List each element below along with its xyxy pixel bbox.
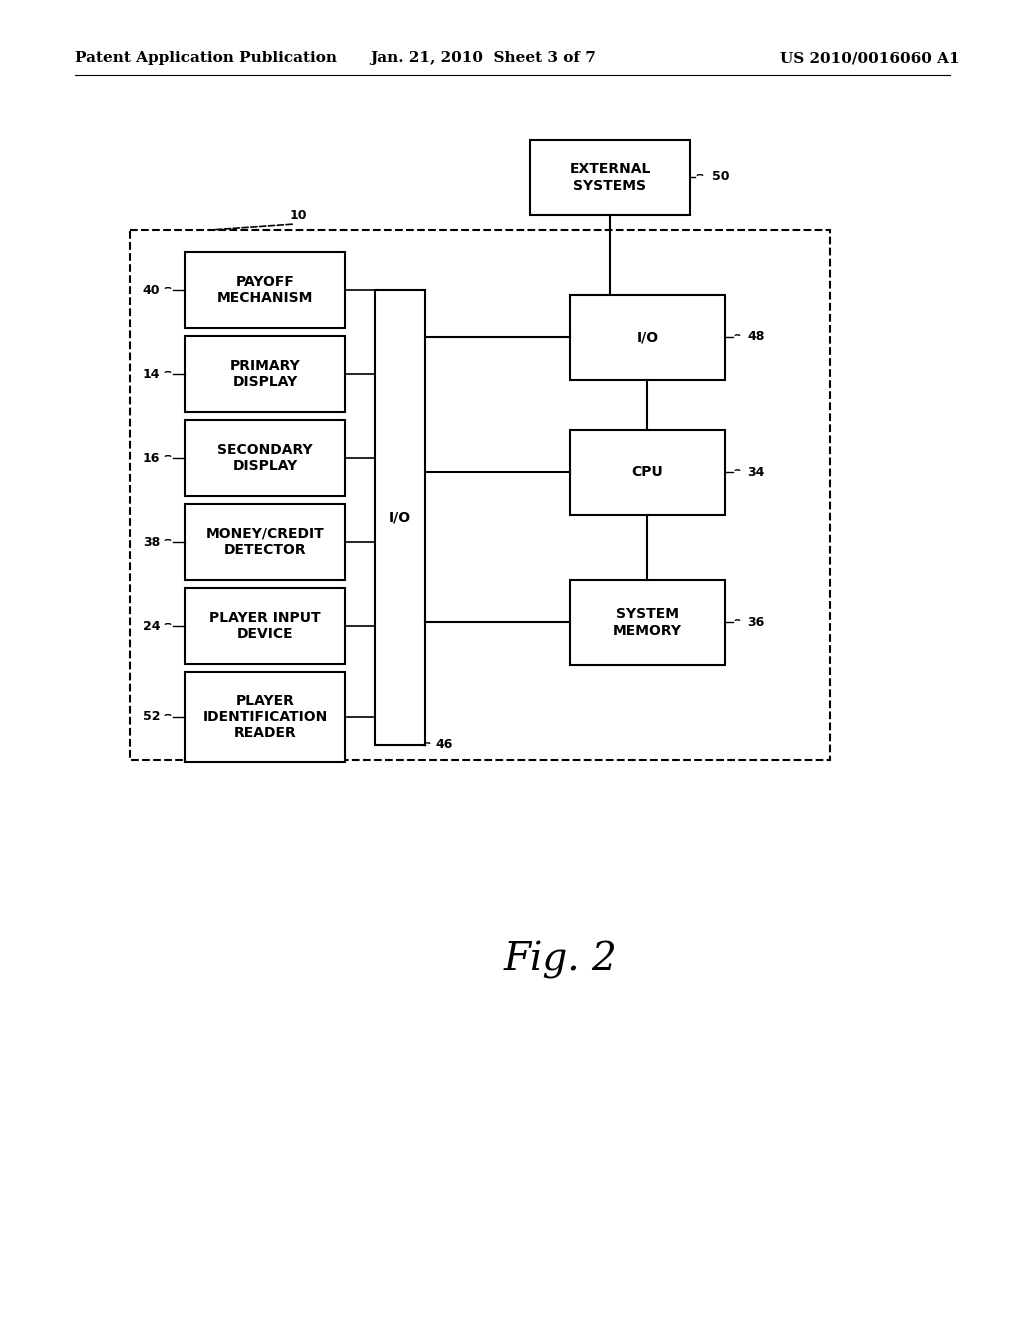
Text: 16: 16: [142, 451, 160, 465]
Text: Fig. 2: Fig. 2: [503, 941, 616, 979]
Text: 24: 24: [142, 619, 160, 632]
Text: PRIMARY
DISPLAY: PRIMARY DISPLAY: [229, 359, 300, 389]
Text: SECONDARY
DISPLAY: SECONDARY DISPLAY: [217, 444, 312, 473]
Bar: [570, 430, 725, 515]
Text: 50: 50: [712, 170, 729, 183]
Text: MONEY/CREDIT
DETECTOR: MONEY/CREDIT DETECTOR: [206, 527, 325, 557]
Text: 46: 46: [435, 738, 453, 751]
Text: I/O: I/O: [637, 330, 658, 345]
Bar: [185, 252, 345, 327]
Text: 38: 38: [142, 536, 160, 549]
Text: PLAYER INPUT
DEVICE: PLAYER INPUT DEVICE: [209, 611, 321, 642]
Bar: [570, 579, 725, 665]
Text: 14: 14: [142, 367, 160, 380]
Bar: [530, 140, 690, 215]
Text: CPU: CPU: [632, 466, 664, 479]
Text: 48: 48: [746, 330, 764, 343]
Bar: [185, 337, 345, 412]
Text: US 2010/0016060 A1: US 2010/0016060 A1: [780, 51, 959, 65]
Text: 40: 40: [142, 284, 160, 297]
Text: 10: 10: [290, 209, 307, 222]
Text: 34: 34: [746, 466, 764, 479]
Text: Jan. 21, 2010  Sheet 3 of 7: Jan. 21, 2010 Sheet 3 of 7: [370, 51, 596, 65]
Bar: [185, 420, 345, 496]
Bar: [185, 504, 345, 579]
Text: PLAYER
IDENTIFICATION
READER: PLAYER IDENTIFICATION READER: [203, 694, 328, 741]
Bar: [185, 587, 345, 664]
Text: Patent Application Publication: Patent Application Publication: [75, 51, 337, 65]
Bar: [570, 294, 725, 380]
Text: PAYOFF
MECHANISM: PAYOFF MECHANISM: [217, 275, 313, 305]
Text: SYSTEM
MEMORY: SYSTEM MEMORY: [613, 607, 682, 638]
Bar: [130, 230, 830, 760]
Text: I/O: I/O: [389, 511, 411, 524]
Text: 52: 52: [142, 710, 160, 723]
Text: 36: 36: [746, 615, 764, 628]
Text: EXTERNAL
SYSTEMS: EXTERNAL SYSTEMS: [569, 162, 650, 193]
Bar: [375, 290, 425, 744]
Bar: [185, 672, 345, 762]
